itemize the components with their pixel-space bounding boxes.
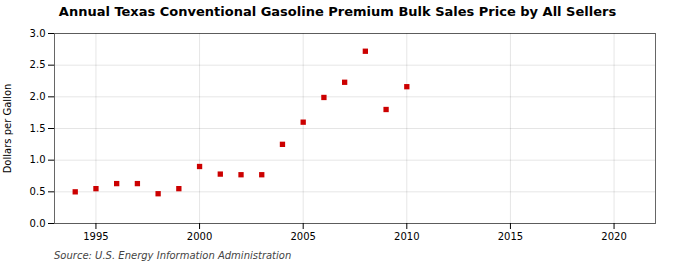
html-text:Annual Texas Conventional Gaso: Annual Texas Conventional Gasoline Premi… — [58, 4, 617, 19]
svg-text:0.5: 0.5 — [30, 186, 46, 197]
svg-text:2005: 2005 — [290, 231, 315, 242]
svg-text:2020: 2020 — [601, 231, 626, 242]
svg-text:1995: 1995 — [83, 231, 108, 242]
svg-text:0.0: 0.0 — [30, 218, 46, 229]
html-text:Source: U.S. Energy Informatio: Source: U.S. Energy Information Administ… — [54, 250, 292, 261]
svg-text:1.5: 1.5 — [30, 123, 46, 134]
svg-text:2.0: 2.0 — [30, 91, 46, 102]
svg-text:1.0: 1.0 — [30, 154, 46, 165]
svg-text:3.0: 3.0 — [30, 28, 46, 39]
svg-text:2010: 2010 — [394, 231, 419, 242]
svg-text:2.5: 2.5 — [30, 59, 46, 70]
svg-text:2015: 2015 — [498, 231, 523, 242]
svg-text:Dollars per Gallon: Dollars per Gallon — [2, 84, 13, 174]
svg-text:2000: 2000 — [187, 231, 212, 242]
